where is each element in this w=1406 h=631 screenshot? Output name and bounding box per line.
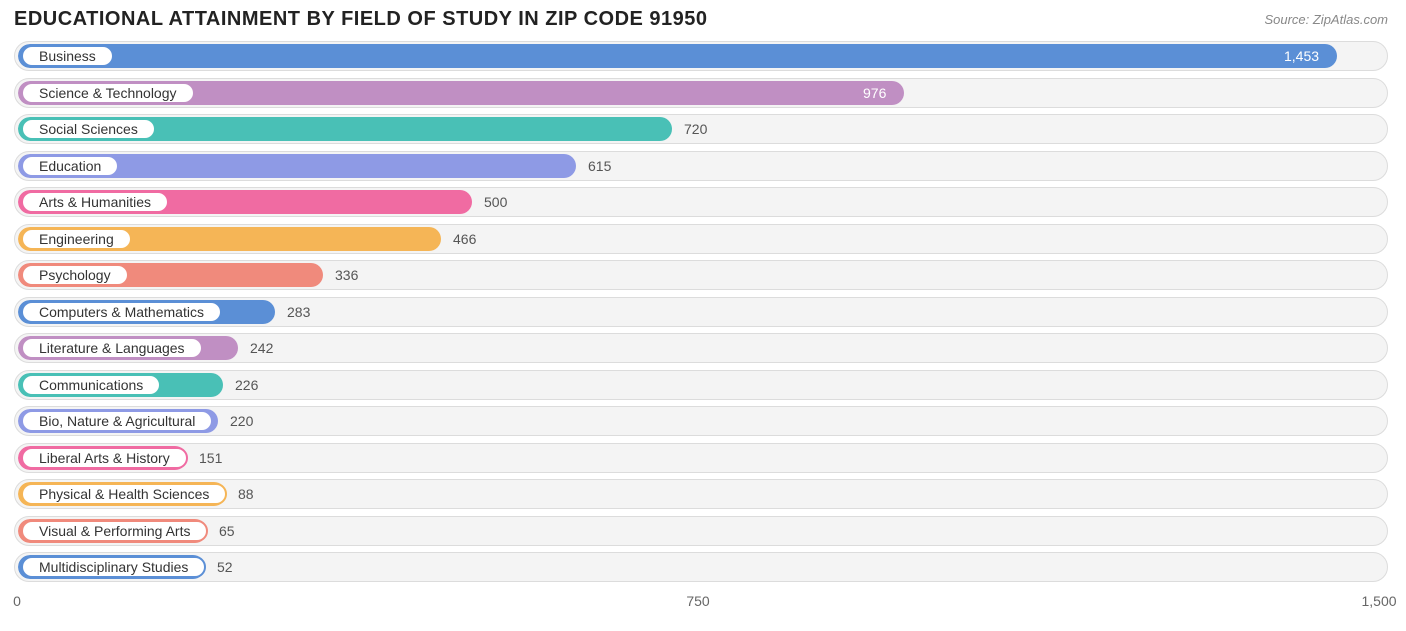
bar-label: Computers & Mathematics bbox=[21, 301, 222, 323]
x-axis: 07501,500 bbox=[14, 589, 1388, 617]
bar-value: 283 bbox=[287, 298, 310, 326]
bar-label: Visual & Performing Arts bbox=[21, 520, 208, 542]
bar-label: Social Sciences bbox=[21, 118, 156, 140]
bar-row: Psychology 336 bbox=[14, 260, 1388, 290]
bar-value: 615 bbox=[588, 152, 611, 180]
bar-row: Business 1,453 bbox=[14, 41, 1388, 71]
bar-value: 466 bbox=[453, 225, 476, 253]
bar-track bbox=[18, 227, 1384, 251]
bar-row: Liberal Arts & History 151 bbox=[14, 443, 1388, 473]
bar-row: Multidisciplinary Studies 52 bbox=[14, 552, 1388, 582]
chart-source: Source: ZipAtlas.com bbox=[1264, 12, 1388, 27]
bar-row: Physical & Health Sciences 88 bbox=[14, 479, 1388, 509]
bar-track bbox=[18, 409, 1384, 433]
bar-row: Science & Technology 976 bbox=[14, 78, 1388, 108]
chart-title: EDUCATIONAL ATTAINMENT BY FIELD OF STUDY… bbox=[14, 8, 708, 31]
bar-track bbox=[18, 336, 1384, 360]
bar-value: 1,453 bbox=[1284, 42, 1373, 70]
bar-row: Bio, Nature & Agricultural 220 bbox=[14, 406, 1388, 436]
bar-row: Communications 226 bbox=[14, 370, 1388, 400]
bar-track bbox=[18, 154, 1384, 178]
bar-label: Physical & Health Sciences bbox=[21, 483, 227, 505]
chart-header: EDUCATIONAL ATTAINMENT BY FIELD OF STUDY… bbox=[0, 0, 1406, 41]
x-tick-label: 750 bbox=[686, 593, 709, 609]
bar-label: Engineering bbox=[21, 228, 132, 250]
bar-value: 336 bbox=[335, 261, 358, 289]
bar-label: Science & Technology bbox=[21, 82, 195, 104]
bar-track bbox=[18, 190, 1384, 214]
bar-row: Literature & Languages 242 bbox=[14, 333, 1388, 363]
bar-row: Education 615 bbox=[14, 151, 1388, 181]
bar-label: Bio, Nature & Agricultural bbox=[21, 410, 213, 432]
bar-row: Computers & Mathematics 283 bbox=[14, 297, 1388, 327]
bar-value: 88 bbox=[238, 480, 254, 508]
bar-label: Arts & Humanities bbox=[21, 191, 169, 213]
x-tick-label: 1,500 bbox=[1361, 593, 1396, 609]
bar-label: Business bbox=[21, 45, 114, 67]
bar-value: 226 bbox=[235, 371, 258, 399]
bar-value: 52 bbox=[217, 553, 233, 581]
bar-track bbox=[18, 373, 1384, 397]
bar-row: Arts & Humanities 500 bbox=[14, 187, 1388, 217]
x-tick-label: 0 bbox=[13, 593, 21, 609]
bar-label: Education bbox=[21, 155, 119, 177]
bar-value: 500 bbox=[484, 188, 507, 216]
bar-value: 65 bbox=[219, 517, 235, 545]
bar-value: 151 bbox=[199, 444, 222, 472]
bar-label: Liberal Arts & History bbox=[21, 447, 188, 469]
bar-track bbox=[18, 300, 1384, 324]
bar-fill bbox=[18, 44, 1337, 68]
bar-row: Visual & Performing Arts 65 bbox=[14, 516, 1388, 546]
bar-chart: Business 1,453 Science & Technology 976 Soci… bbox=[0, 41, 1406, 582]
bar-value: 976 bbox=[863, 79, 1373, 107]
bar-label: Communications bbox=[21, 374, 161, 396]
bar-track bbox=[18, 44, 1384, 68]
bar-label: Psychology bbox=[21, 264, 129, 286]
bar-track bbox=[18, 446, 1384, 470]
bar-row: Social Sciences 720 bbox=[14, 114, 1388, 144]
bar-value: 242 bbox=[250, 334, 273, 362]
bar-track bbox=[18, 263, 1384, 287]
bar-value: 220 bbox=[230, 407, 253, 435]
bar-value: 720 bbox=[684, 115, 707, 143]
bar-label: Multidisciplinary Studies bbox=[21, 556, 206, 578]
bar-label: Literature & Languages bbox=[21, 337, 203, 359]
bar-row: Engineering 466 bbox=[14, 224, 1388, 254]
